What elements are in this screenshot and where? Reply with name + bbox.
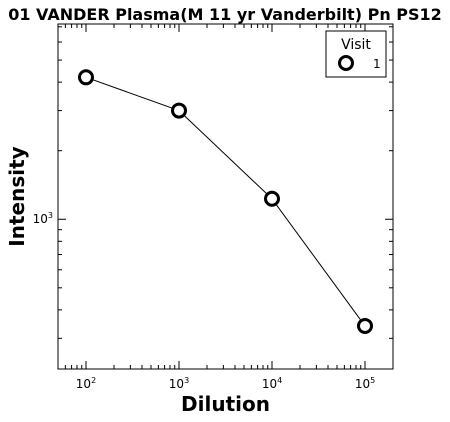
chart-title: 01 VANDER Plasma(M 11 yr Vanderbilt) Pn … [8,5,442,24]
legend-box [325,30,387,78]
series-layer [77,69,374,334]
x-tick-label: 103 [169,376,189,391]
plot-area [57,23,394,370]
x-tick-label: 104 [262,376,282,391]
y-axis-label: Intensity [5,146,29,246]
data-point [170,102,187,119]
legend-marker [338,55,354,71]
legend-title: Visit [341,37,371,53]
x-tick-label: 105 [355,376,375,391]
y-tick-label: 103 [33,211,53,226]
y-axis: 103 [33,26,393,339]
series-line [85,76,366,327]
data-point [264,190,281,207]
x-axis: 102 103 104 105 [57,24,394,391]
x-tick-label: 102 [76,376,96,391]
legend: Visit 1 [325,30,387,78]
legend-entry-label: 1 [373,57,381,71]
data-point [357,317,374,334]
data-point [77,69,94,86]
x-axis-label: Dilution [181,392,270,416]
